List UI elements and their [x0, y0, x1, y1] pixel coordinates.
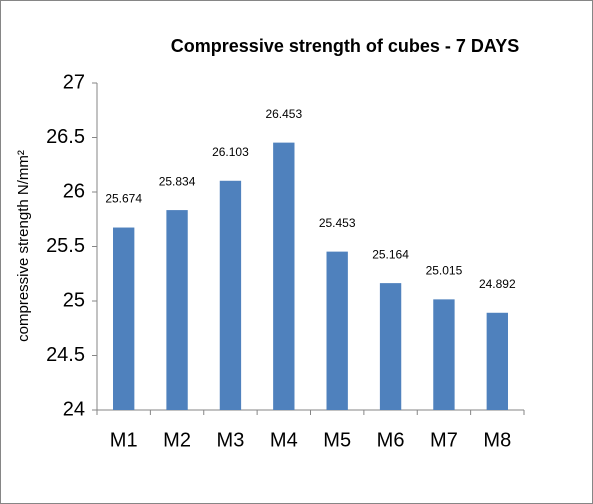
bar: [113, 227, 135, 410]
y-tick-label: 26.5: [46, 126, 85, 148]
bar: [379, 283, 402, 410]
value-label: 25.834: [159, 174, 196, 188]
x-tick-label: M5: [323, 429, 351, 451]
x-tick-label: M2: [163, 429, 191, 451]
y-tick-label: 25: [63, 289, 85, 311]
y-tick-label: 27: [63, 71, 85, 93]
value-label: 25.453: [319, 216, 356, 230]
value-label: 25.674: [105, 192, 142, 206]
x-tick-label: M1: [110, 429, 138, 451]
bar: [273, 142, 295, 411]
x-tick-label: M3: [217, 429, 245, 451]
x-tick-label: M7: [430, 429, 458, 451]
y-tick-label: 25.5: [46, 235, 85, 257]
bar: [326, 251, 348, 410]
x-tick-label: M8: [483, 429, 511, 451]
value-label: 25.015: [426, 264, 463, 278]
y-axis-label: compressive strength N/mm²: [15, 150, 32, 342]
value-label: 25.164: [372, 247, 409, 261]
bar: [486, 312, 508, 410]
x-tick-label: M4: [270, 429, 298, 451]
bar: [219, 180, 242, 410]
bar: [433, 299, 455, 410]
value-label: 26.103: [212, 145, 249, 159]
value-label: 26.453: [265, 107, 302, 121]
chart-title: Compressive strength of cubes - 7 DAYS: [171, 36, 519, 56]
x-tick-label: M6: [377, 429, 405, 451]
y-tick-label: 24.5: [46, 344, 85, 366]
y-tick-label: 24: [63, 398, 85, 420]
y-tick-label: 26: [63, 180, 85, 202]
value-label: 24.892: [479, 277, 516, 291]
bar: [166, 210, 188, 410]
